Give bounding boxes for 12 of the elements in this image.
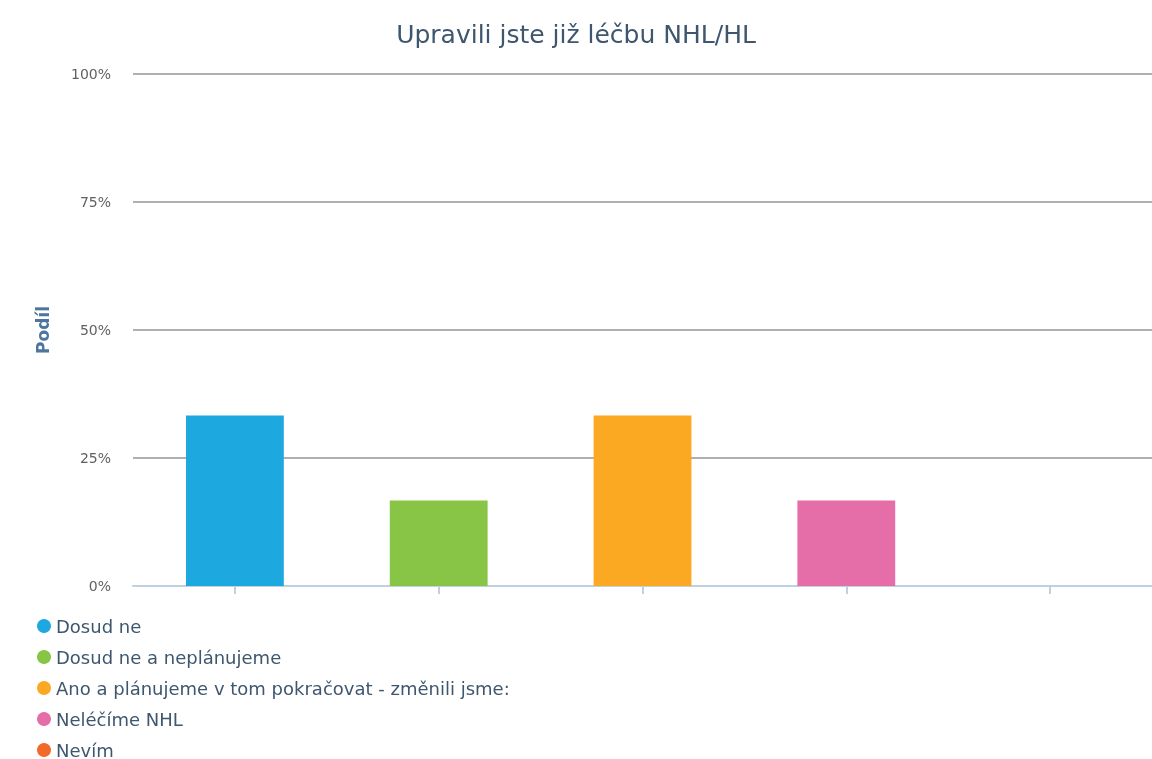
legend-label: Nevím <box>56 739 114 759</box>
legend-label: Neléčíme NHL <box>56 708 183 730</box>
legend-label: Dosud ne a neplánujeme <box>56 646 282 668</box>
chart-title: Upravili jste již léčbu NHL/HL <box>396 20 756 49</box>
legend-label: Ano a plánujeme v tom pokračovat - změnili jsme: <box>56 677 510 699</box>
y-tick-label: 0% <box>88 578 111 594</box>
y-axis-title: Podíl <box>32 306 53 354</box>
y-tick-label: 50% <box>79 322 111 338</box>
legend-label: Dosud ne <box>56 615 142 637</box>
y-tick-label: 25% <box>79 450 111 466</box>
y-tick-label: 100% <box>70 66 111 82</box>
y-tick-label: 75% <box>79 194 111 210</box>
